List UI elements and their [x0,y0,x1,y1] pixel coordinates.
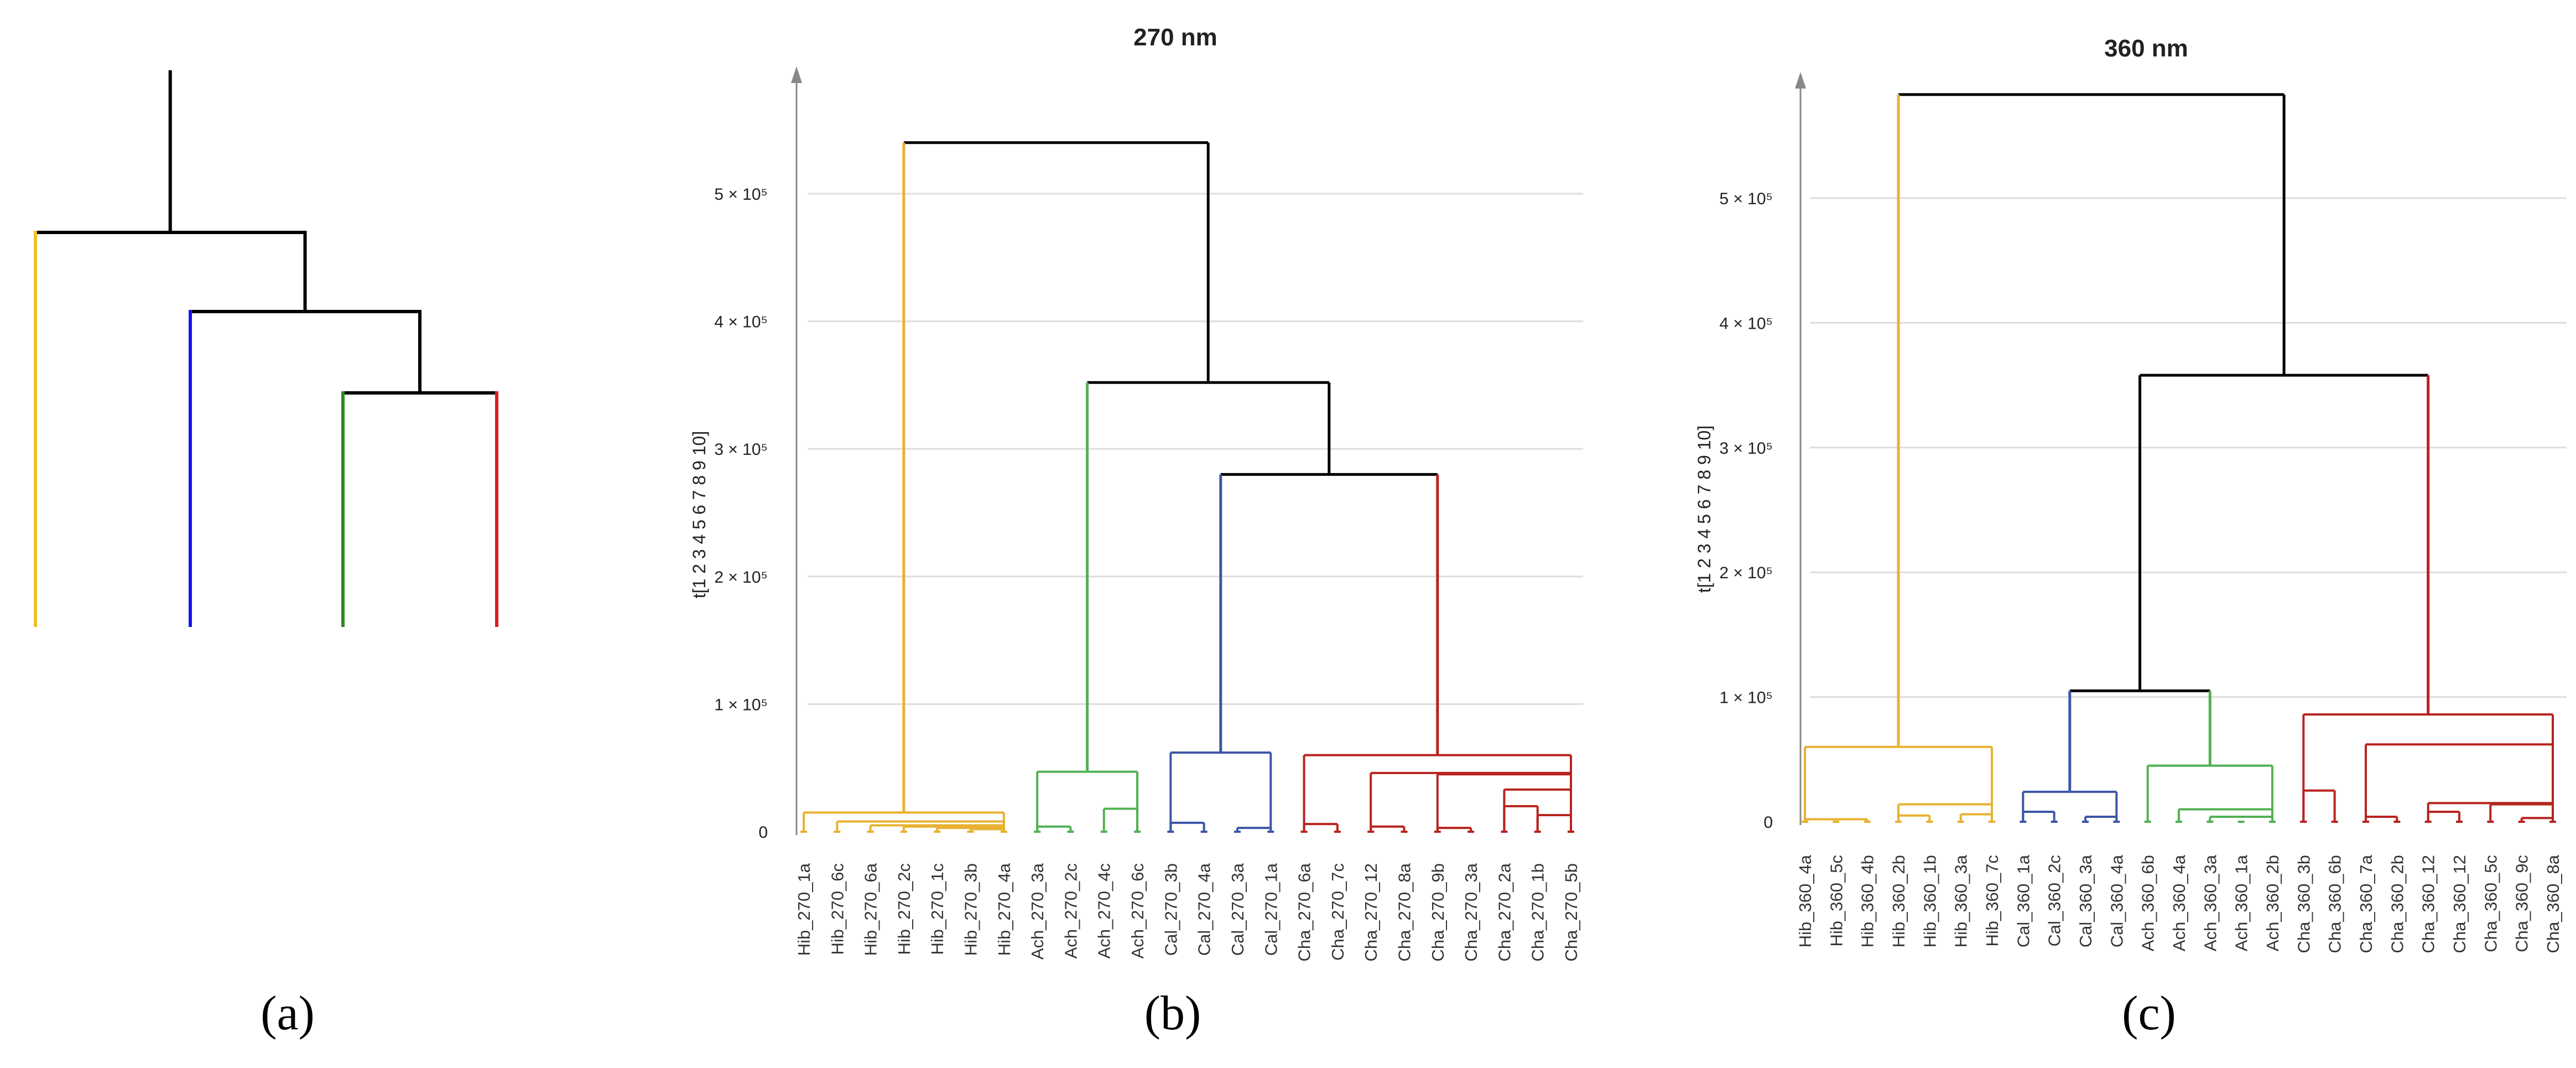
leaf-label: Cha_360_3b [2294,855,2313,953]
panel-a-dendrogram [34,70,498,627]
leaf-label: Hib_270_6c [828,863,847,955]
leaf-label: Cha_360_7a [2356,854,2376,953]
leaf-label: Hib_360_7c [1982,855,2002,946]
panel-c-caption: (c) [2122,987,2176,1040]
leaf-label: Ach_360_2b [2263,855,2282,951]
leaf-label: Hib_360_1b [1920,855,1939,947]
leaf-label: Hib_360_2b [1889,855,1908,947]
leaf-label: Cal_270_1a [1261,863,1281,956]
leaf-label: Cha_270_8a [1394,863,1414,961]
y-tick-label: 5 × 10⁵ [1719,190,1773,208]
y-tick-label: 0 [1763,813,1773,832]
y-tick-label: 2 × 10⁵ [1719,564,1773,582]
panel-b-dendrogram: 0 1 × 10⁵ 2 × 10⁵ 3 × 10⁵ 4 × 10⁵ 5 × 10⁵ t[1 … [689,24,1583,962]
y-tick-label: 5 × 10⁵ [714,185,768,204]
y-tick-label: 0 [758,823,768,842]
leaf-label: Cha_270_6a [1295,863,1314,961]
leaf-label: Hib_360_4b [1858,855,1877,947]
leaf-label: Hib_360_4a [1796,854,1815,947]
leaf-label: Cha_360_12 [2450,855,2469,953]
leaf-label: Ach_270_3a [1028,863,1047,960]
leaf-label: Ach_360_4a [2169,854,2189,951]
leaf-label: Ach_360_6b [2138,855,2158,951]
leaf-label: Ach_360_1a [2232,854,2251,951]
leaf-label: Cha_360_12 [2419,855,2438,953]
panel-a-caption: (a) [261,987,315,1040]
y-axis-label: t[1 2 3 4 5 6 7 8 9 10] [689,431,709,598]
y-tick-label: 1 × 10⁵ [1719,689,1773,707]
y-tick-label: 4 × 10⁵ [714,313,768,331]
y-tick-label: 3 × 10⁵ [1719,439,1773,458]
leaf-label: Cha_360_2b [2387,855,2407,953]
leaf-label: Cal_360_3a [2076,854,2095,947]
leaf-label: Cha_270_1b [1528,863,1548,962]
leaf-label: Cal_360_1a [2013,854,2033,947]
leaf-label: Ach_270_6c [1128,863,1147,958]
panel-c-dendrogram: 0 1 × 10⁵ 2 × 10⁵ 3 × 10⁵ 4 × 10⁵ 5 × 10⁵ t[1 … [1694,35,2567,953]
leaf-label: Hib_270_1a [794,863,814,956]
leaf-label: Cal_360_2c [2045,855,2064,946]
leaf-label: Cha_360_6b [2325,855,2345,953]
leaf-label: Cha_270_5b [1562,863,1581,962]
panel-b-caption: (b) [1144,987,1201,1040]
y-tick-label: 2 × 10⁵ [714,568,768,587]
y-tick-label: 3 × 10⁵ [714,440,768,459]
leaf-label: Cha_360_5c [2481,855,2500,952]
leaf-label: Hib_360_5c [1826,855,1846,946]
y-axis-arrow [791,66,802,83]
leaf-label: Hib_270_1c [928,863,947,955]
leaf-label: Cha_270_3a [1461,863,1481,961]
leaf-label: Hib_360_3a [1951,854,1971,947]
leaf-label: Cal_360_4a [2107,854,2126,947]
leaf-label: Ach_360_3a [2200,854,2220,951]
y-tick-label: 4 × 10⁵ [1719,314,1773,333]
leaf-label: Hib_270_6a [861,863,881,956]
leaf-label: Cal_270_4a [1195,863,1214,956]
y-axis-label: t[1 2 3 4 5 6 7 8 9 10] [1694,426,1714,593]
chart-title: 270 nm [1133,24,1217,51]
leaf-label: Hib_270_2c [894,863,914,955]
leaf-label: Ach_270_4c [1095,863,1114,958]
leaf-label: Cal_270_3b [1161,863,1180,956]
leaf-label: Hib_270_3b [961,863,981,956]
leaf-label: Ach_270_2c [1061,863,1080,958]
leaf-label: Cha_270_9b [1428,863,1448,962]
y-axis-arrow [1795,72,1806,89]
y-tick-label: 1 × 10⁵ [714,696,768,714]
leaf-label: Cha_270_7c [1328,863,1347,961]
leaf-label: Cha_270_2a [1495,863,1514,961]
leaf-label: Cha_360_8a [2543,854,2563,953]
chart-title: 360 nm [2104,35,2188,62]
leaf-label: Cal_270_3a [1228,863,1247,956]
leaf-label: Cha_270_12 [1361,863,1381,962]
leaf-label: Cha_360_9c [2512,855,2532,952]
leaf-label: Hib_270_4a [995,863,1014,956]
